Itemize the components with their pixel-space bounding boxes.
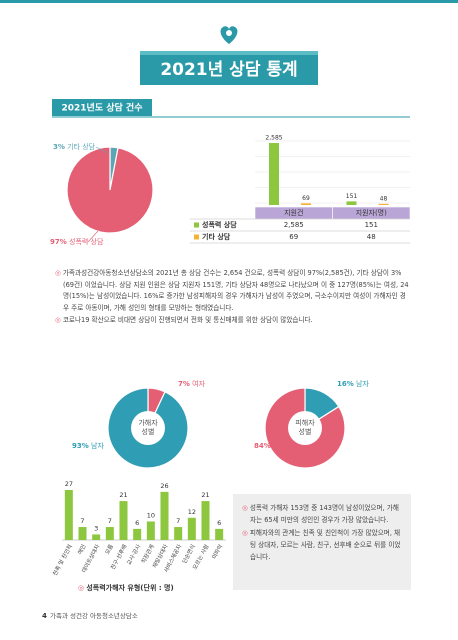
bar-value-label: 12 <box>188 508 196 516</box>
bullet: ◎ <box>78 584 86 592</box>
legend-label: 기타 상담 <box>202 232 231 241</box>
table-header: 지원자(명) <box>356 208 387 217</box>
leader-line <box>95 146 109 154</box>
slice-percent: 93% <box>72 442 89 450</box>
pie-hole <box>288 411 322 445</box>
bar <box>119 501 128 540</box>
legend-label: 성폭력 상담 <box>202 220 237 229</box>
summary-text: ◎ 가족과성건강아동청소년상담소의 2021년 총 상담 건수는 2,654 건… <box>55 268 410 328</box>
title-band <box>140 51 318 85</box>
note-box <box>233 494 411 590</box>
table-value: 151 <box>365 221 378 229</box>
bar <box>187 517 196 540</box>
chart-title: ◎ 성폭력가해자 유형(단위 : 명) <box>78 583 174 592</box>
bar-value-label: 7 <box>80 517 84 525</box>
bar <box>215 528 224 540</box>
slice-category: 남자 <box>356 379 369 388</box>
bar-value-label: 3 <box>94 524 98 532</box>
paragraph: ◎ 성폭력 가해자 153명 중 143명이 남성이었으며, 가해자는 65세 … <box>242 504 399 524</box>
bar <box>269 143 279 205</box>
page-number: 4 <box>42 612 47 620</box>
bar-value-label: 27 <box>65 480 73 488</box>
bar-value-label: 26 <box>160 482 168 490</box>
slice-category: 기타 상담 <box>67 142 96 151</box>
chart-title-text: 성폭력가해자 유형(단위 : 명) <box>86 583 173 592</box>
paragraph: ◎ 가족과성건강아동청소년상담소의 2021년 총 상담 건수는 2,654 건… <box>55 269 409 312</box>
table-header: 지원건 <box>284 208 303 217</box>
legend-swatch <box>194 234 199 240</box>
slice-percent: 97% <box>50 238 67 246</box>
slice-label: 16% 남자 <box>337 379 369 388</box>
section-title: 2021년도 상담 건수 <box>62 102 143 114</box>
slice-percent: 84% <box>254 442 271 450</box>
x-tick-label: 미파악 <box>210 543 224 560</box>
bar <box>301 203 311 205</box>
bar <box>64 490 73 540</box>
x-tick-label: 단순면식 <box>180 543 197 565</box>
bar <box>174 527 183 540</box>
table-value: 69 <box>289 233 298 241</box>
text: 피해자와의 관계는 친족 및 친인척이 가장 많았으며, 채팅 상대자, 모르는… <box>249 529 401 561</box>
top-rule <box>0 0 458 3</box>
bar-value-label: 151 <box>346 193 358 200</box>
bar <box>346 201 357 205</box>
slice-label: 3% 기타 상담 <box>53 142 96 151</box>
bar-value-label: 2,585 <box>265 135 282 142</box>
paragraph: ◎ 피해자와의 관계는 친족 및 친인척이 가장 많았으며, 채팅 상대자, 모… <box>242 529 401 561</box>
x-tick-label: 모름 <box>104 543 115 555</box>
slice-label: 84% 여자 <box>254 441 286 450</box>
slice-percent: 3% <box>53 143 65 151</box>
pie-title: 피해자 성별 <box>295 419 315 436</box>
bar-value-label: 10 <box>147 511 155 519</box>
bar-value-label: 6 <box>217 519 221 527</box>
text: 가족과성건강아동청소년상담소의 2021년 총 상담 건수는 2,654 건으로… <box>62 269 409 312</box>
text: 코로나19 확산으로 비대면 상담이 진행되면서 전화 및 통신매체를 위한 상… <box>62 316 313 324</box>
footer-text: 가족과 성건강 아동청소년상담소 <box>50 611 138 620</box>
slice-category: 여자 <box>192 379 205 388</box>
bar <box>133 528 142 540</box>
slice-label: 7% 여자 <box>178 379 206 388</box>
section-box <box>52 99 152 116</box>
bar-value-label: 21 <box>201 491 209 499</box>
offender-text: ◎ 성폭력 가해자 153명 중 143명이 남성이었으며, 가해자는 65세 … <box>242 502 404 564</box>
slice-percent: 7% <box>178 380 190 388</box>
leader-line <box>87 230 99 243</box>
page-title: 2021년 상담 통계 <box>160 60 297 80</box>
bar <box>160 491 169 540</box>
title-band-accent <box>140 51 318 55</box>
slice-category: 성폭력 상담 <box>69 237 104 246</box>
bar-value-label: 48 <box>380 195 388 202</box>
x-tick-label: 애인 <box>76 543 88 556</box>
paragraph: ◎ 코로나19 확산으로 비대면 상담이 진행되면서 전화 및 통신매체를 위한… <box>55 316 313 324</box>
legend-swatch <box>194 222 199 228</box>
slice-percent: 16% <box>337 380 354 388</box>
x-tick-label: 친족 및 친인척 <box>51 543 74 577</box>
bar-value-label: 7 <box>176 517 180 525</box>
bar <box>92 534 101 540</box>
pie-title: 가해자 성별 <box>138 419 158 436</box>
pie-hole <box>131 411 165 445</box>
slice-label: 93% 남자 <box>72 441 104 450</box>
bar <box>378 203 389 205</box>
slice-category: 여자 <box>273 441 286 450</box>
bar-value-label: 21 <box>119 491 127 499</box>
x-tick-label: 직장관계 <box>139 543 156 565</box>
pie-slice <box>66 146 154 234</box>
bar <box>201 501 210 540</box>
table-value: 2,585 <box>284 221 304 229</box>
table-value: 48 <box>367 233 376 241</box>
logo-mark <box>226 30 232 36</box>
bar <box>146 521 155 540</box>
text: 성폭력 가해자 153명 중 143명이 남성이었으며, 가해자는 65세 미만… <box>249 504 399 524</box>
bar-value-label: 7 <box>108 517 112 525</box>
slice-label: 97% 성폭력 상담 <box>50 237 104 246</box>
bar <box>105 527 114 540</box>
bar-value-label: 69 <box>302 195 310 202</box>
bar <box>78 527 87 540</box>
bar-value-label: 6 <box>135 519 139 527</box>
slice-category: 남자 <box>91 441 104 450</box>
